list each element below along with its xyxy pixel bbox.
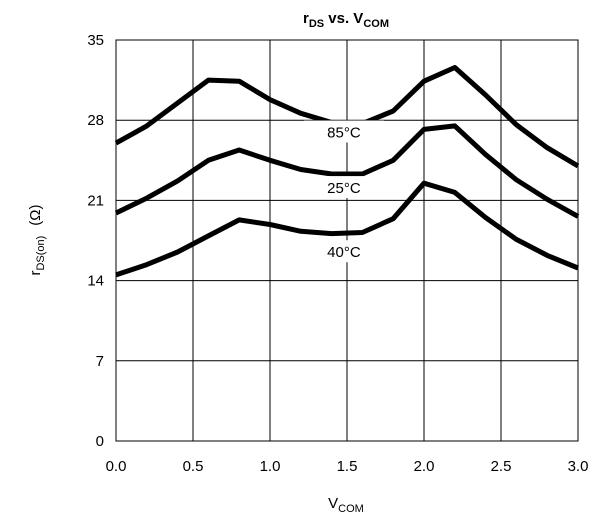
chart-title: rDS vs. VCOM [303, 10, 389, 30]
plot-frame [115, 39, 579, 442]
x-tick-labels: 0.0 0.5 1.0 1.5 2.0 2.5 3.0 [106, 458, 589, 475]
series-labels: 85°C 25°C 40°C [303, 120, 384, 263]
svg-text:rDS(on)(Ω): rDS(on)(Ω) [27, 204, 47, 275]
x-tick-label: 3.0 [568, 458, 589, 475]
series-label-bg [303, 240, 384, 263]
series-label: 40°C [327, 244, 361, 261]
y-tick-label: 0 [96, 433, 104, 450]
y-tick-labels: 0 7 14 21 28 35 [87, 32, 104, 450]
series-line-1 [114, 123, 580, 219]
series-label-bg [303, 120, 384, 143]
series-label: 25°C [327, 180, 361, 197]
y-tick-label: 21 [87, 192, 104, 209]
x-tick-label: 0.0 [106, 458, 127, 475]
y-tick-label: 7 [96, 353, 104, 370]
y-tick-label: 14 [87, 273, 104, 290]
x-tick-label: 2.0 [414, 458, 435, 475]
y-axis-label: rDS(on)(Ω) [27, 204, 47, 275]
series-label: 85°C [327, 125, 361, 142]
x-tick-label: 1.5 [337, 458, 358, 475]
x-tick-label: 2.5 [491, 458, 512, 475]
x-tick-label: 1.0 [260, 458, 281, 475]
y-tick-label: 35 [87, 32, 104, 49]
series-line-2 [115, 180, 579, 278]
series-label-bg [303, 176, 384, 199]
x-tick-label: 0.5 [183, 458, 204, 475]
x-axis-label: VCOM [328, 495, 364, 515]
y-tick-label: 28 [87, 112, 104, 129]
